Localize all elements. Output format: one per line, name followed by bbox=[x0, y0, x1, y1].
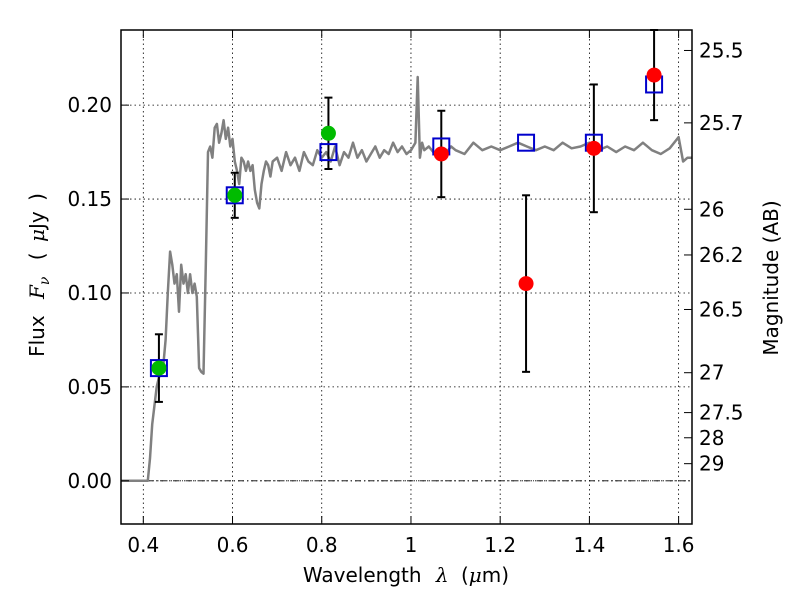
observed-point bbox=[151, 360, 167, 376]
y-axis-label-mu: μ bbox=[25, 229, 49, 242]
y-tick-label: 0.10 bbox=[67, 281, 112, 305]
x-tick-label: 1.4 bbox=[573, 533, 605, 557]
model-point bbox=[225, 186, 244, 205]
right-tick-label: 27.5 bbox=[699, 401, 744, 425]
x-tick-label: 1.6 bbox=[663, 533, 695, 557]
right-tick-label: 25.7 bbox=[699, 111, 744, 135]
y-tick-labels: 0.00 0.05 0.10 0.15 0.20 bbox=[67, 93, 112, 493]
x-tick-label: 0.4 bbox=[127, 533, 159, 557]
y-axis-label: Flux Fν ( μJy ) bbox=[25, 193, 54, 357]
right-tick-label: 26 bbox=[699, 197, 724, 221]
x-tick-label: 1 bbox=[405, 533, 418, 557]
x-axis-label-text: Wavelength bbox=[303, 563, 422, 587]
x-tick-label: 0.8 bbox=[306, 533, 338, 557]
right-tick-label: 26.2 bbox=[699, 243, 744, 267]
x-axis-label-paren: ( bbox=[461, 563, 469, 587]
plot-frame bbox=[120, 29, 693, 525]
x-axis-label-mu: μ bbox=[469, 563, 482, 587]
observed-point bbox=[227, 187, 243, 203]
x-tick-label: 1.2 bbox=[484, 533, 516, 557]
right-axis-label: Magnitude (AB) bbox=[759, 200, 783, 355]
y-tick-label: 0.20 bbox=[67, 93, 112, 117]
right-tick-label: 28 bbox=[699, 426, 724, 450]
observed-point bbox=[433, 146, 449, 162]
observed-point bbox=[320, 125, 336, 141]
right-tick-label: 27 bbox=[699, 361, 724, 385]
model-points bbox=[149, 75, 664, 378]
observed-points bbox=[151, 67, 662, 376]
observed-point bbox=[646, 67, 662, 83]
x-tick-label: 0.6 bbox=[217, 533, 249, 557]
y-axis-label-close-paren: ) bbox=[25, 193, 49, 201]
right-tick-label: 25.5 bbox=[699, 38, 744, 62]
x-axis-label: Wavelength λ (μm) bbox=[303, 563, 509, 587]
y-tick-label: 0.15 bbox=[67, 187, 112, 211]
error-bars bbox=[154, 29, 659, 403]
y-axis-label-symbol: F bbox=[25, 284, 49, 300]
right-tick-label: 29 bbox=[699, 452, 724, 476]
y-axis-label-open-paren: ( bbox=[25, 252, 49, 260]
spectrum-line bbox=[121, 75, 692, 483]
x-tick-labels: 0.4 0.6 0.8 1 1.2 1.4 1.6 bbox=[127, 533, 694, 557]
model-point bbox=[149, 359, 168, 378]
y-tick-label: 0.00 bbox=[67, 469, 112, 493]
template-spectrum bbox=[121, 75, 692, 483]
observed-point bbox=[518, 276, 534, 292]
right-tick-label: 26.5 bbox=[699, 297, 744, 321]
y-axis-label-text: Flux bbox=[25, 315, 49, 357]
axis-ticks bbox=[121, 30, 692, 524]
x-axis-label-symbol: λ bbox=[435, 563, 449, 587]
observed-point bbox=[586, 140, 602, 156]
y-axis-label-unit: Jy bbox=[25, 211, 49, 231]
y-tick-label: 0.05 bbox=[67, 375, 112, 399]
y-axis-label-subscript: ν bbox=[37, 276, 53, 285]
model-point bbox=[319, 143, 338, 162]
model-point bbox=[517, 133, 536, 152]
x-axis-label-unit: m) bbox=[482, 563, 509, 587]
